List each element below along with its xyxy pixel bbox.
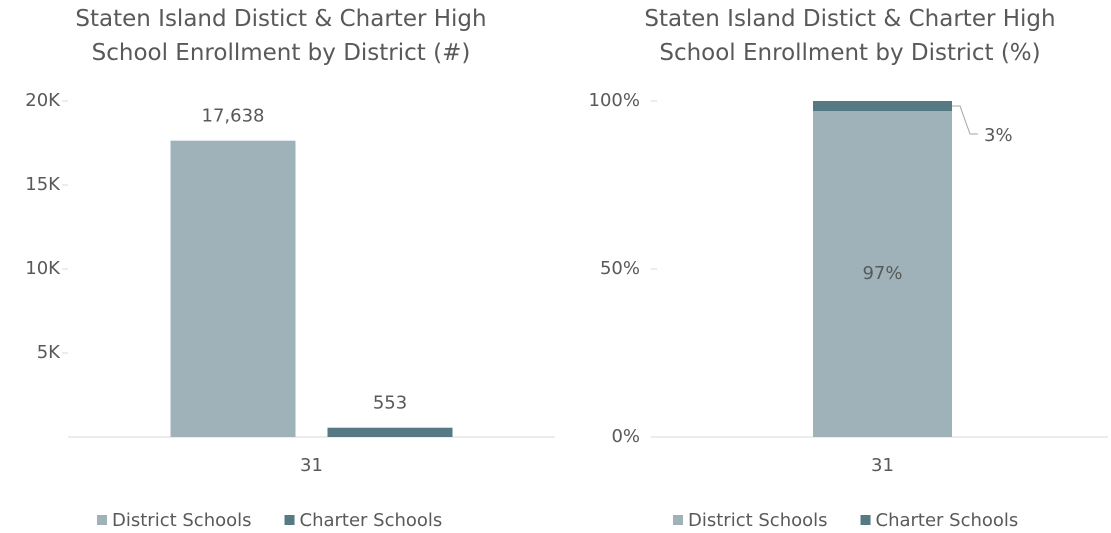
value-label: 553 (373, 393, 407, 414)
chart-title: Staten Island Distict & Charter High Sch… (75, 6, 487, 66)
legend-swatch (284, 515, 295, 525)
legend-swatch (97, 515, 107, 525)
value-label: 17,638 (202, 106, 265, 127)
legend-swatch (860, 515, 871, 525)
y-tick-label: 50% (600, 258, 640, 279)
x-tick-label: 31 (300, 455, 323, 476)
legend-label: Charter Schools (300, 510, 443, 531)
y-tick-label: 10K (25, 258, 61, 279)
y-tick-label: 15K (25, 174, 61, 195)
legend-swatch (673, 515, 683, 525)
value-label: 97% (862, 263, 902, 284)
bar (170, 140, 296, 438)
chart-title: Staten Island Distict & Charter High Sch… (644, 6, 1056, 66)
value-label: 3% (984, 125, 1013, 146)
y-tick-label: 100% (589, 90, 640, 111)
leader-line (952, 105, 978, 135)
bar-segment (813, 111, 952, 437)
bar (327, 427, 453, 437)
legend-label: Charter Schools (876, 510, 1019, 531)
y-tick-label: 5K (37, 342, 61, 363)
x-tick-label: 31 (871, 455, 894, 476)
legend-label: District Schools (688, 510, 828, 531)
y-tick-label: 0% (611, 426, 640, 447)
legend-label: District Schools (112, 510, 252, 531)
y-tick-label: 20K (25, 90, 61, 111)
bar-segment (813, 101, 952, 112)
